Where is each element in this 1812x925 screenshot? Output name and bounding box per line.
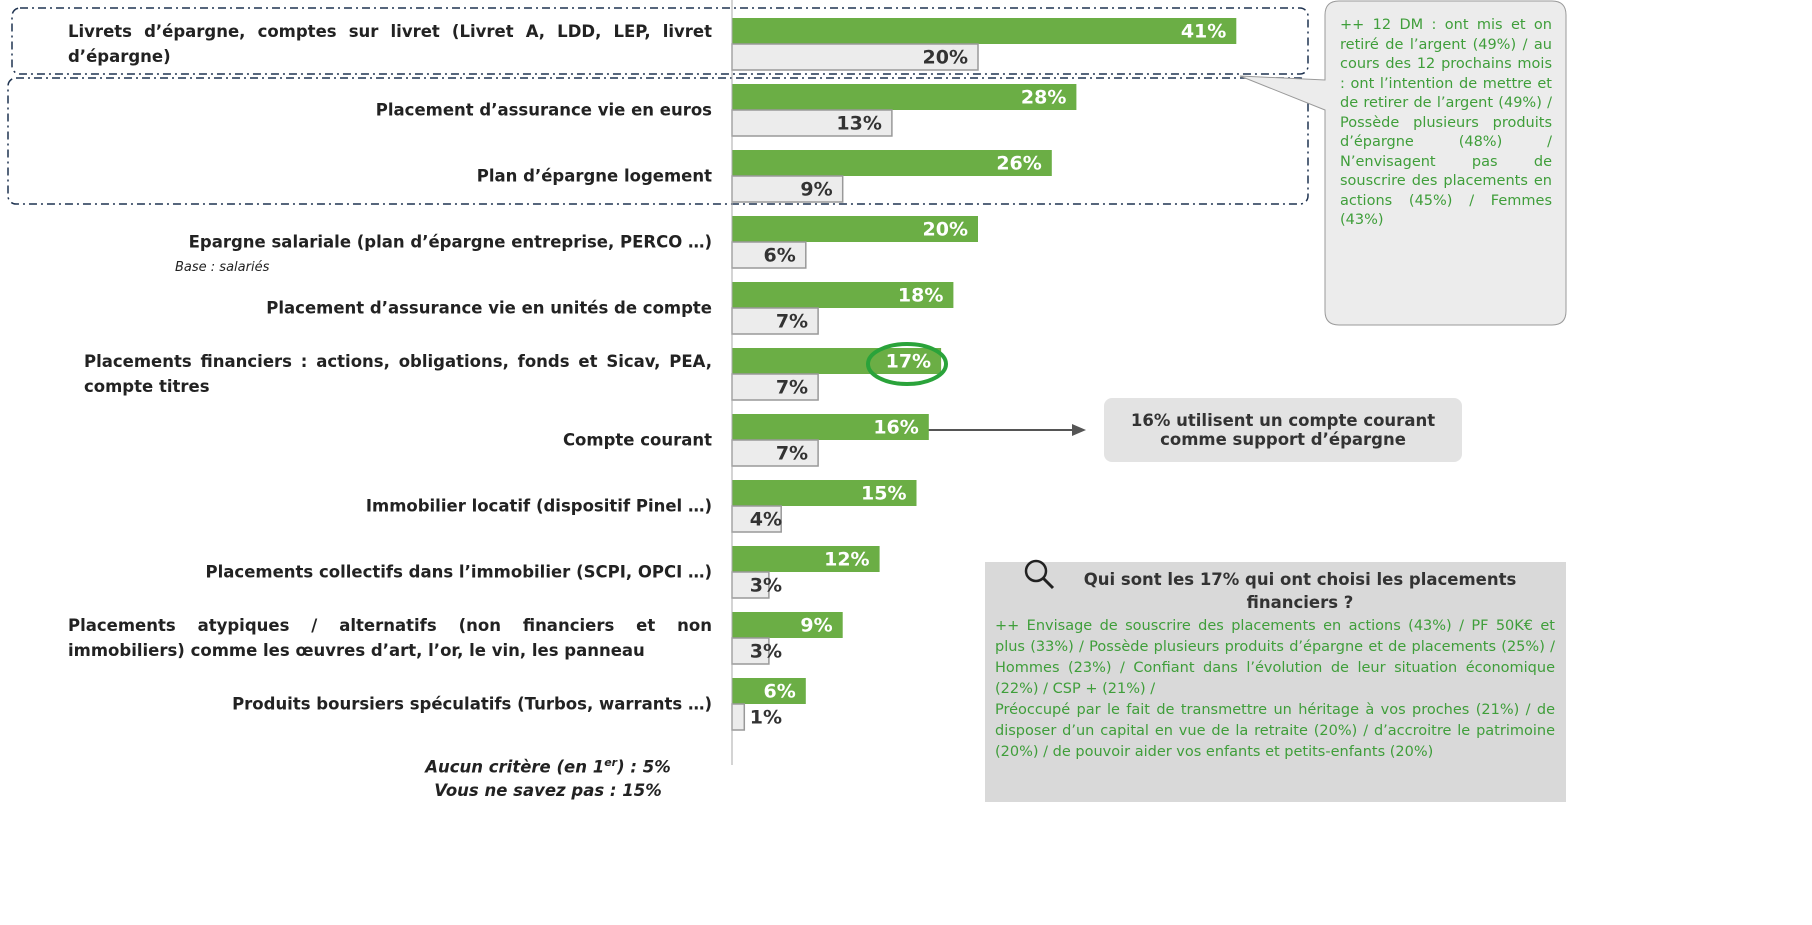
highlight-frame: [11, 7, 1309, 75]
footnote-text: Vous ne savez pas : 15%: [434, 781, 662, 800]
profile-text: ++ Envisage de souscrire des placements …: [995, 618, 1555, 697]
note-box: [1104, 398, 1462, 462]
value-label: 7%: [776, 443, 808, 465]
value-label: 18%: [898, 285, 943, 307]
value-label: 20%: [923, 219, 968, 241]
category-label: Placements collectifs dans l’immobilier …: [205, 562, 712, 582]
category-label: Placement d’assurance vie en euros: [375, 100, 712, 120]
category-label: Livrets d’épargne, comptes sur livret (L…: [68, 22, 712, 66]
value-label: 13%: [836, 113, 881, 135]
note-text: 16% utilisent un compte courant comme su…: [1130, 411, 1436, 449]
callout-text: ++ 12 DM : ont mis et on retiré de l’arg…: [1340, 17, 1552, 228]
bar-primary: [732, 612, 843, 638]
footnote-sup: er: [604, 756, 618, 769]
bar-secondary: [731, 175, 844, 203]
bar-primary: [732, 150, 1052, 176]
bar-primary: [732, 84, 1077, 110]
footnote: Vous ne savez pas : 15%: [348, 781, 748, 800]
category-label: Compte courant: [562, 430, 712, 450]
bar-primary: [732, 678, 806, 704]
bar-secondary: [731, 373, 819, 401]
value-label: 41%: [1181, 21, 1226, 43]
search-icon: [1024, 559, 1048, 583]
bar-secondary: [731, 703, 746, 731]
value-label: 26%: [996, 153, 1041, 175]
profile: Qui sont les 17% qui ont choisi les plac…: [995, 568, 1555, 763]
value-label: 20%: [923, 47, 968, 69]
bar-secondary: [731, 109, 893, 137]
highlight-frame: [7, 77, 1309, 205]
category-label: Epargne salariale (plan d’épargne entrep…: [188, 232, 712, 252]
bar-primary: [732, 414, 929, 440]
callout-bubble: [1239, 0, 1567, 326]
profile-box: [985, 562, 1566, 802]
footnote: Aucun critère (en 1er) : 5%: [348, 756, 748, 777]
footnote-text: ) : 5%: [617, 757, 671, 777]
value-label: 6%: [764, 245, 796, 267]
category-label: Produits boursiers spéculatifs (Turbos, …: [232, 694, 712, 714]
value-label: 1%: [750, 707, 782, 729]
value-label: 3%: [750, 641, 782, 663]
value-label: 3%: [750, 575, 782, 597]
value-label: 28%: [1021, 87, 1066, 109]
base-note: Base : salariés: [175, 260, 270, 275]
category-label: Immobilier locatif (dispositif Pinel …): [365, 496, 712, 516]
search-icon: [1041, 576, 1055, 590]
bar-secondary: [731, 637, 770, 665]
value-label: 17%: [886, 351, 931, 373]
bar-primary: [732, 282, 954, 308]
arrow-head: [1072, 424, 1086, 436]
category-label: Plan d’épargne logement: [476, 166, 712, 186]
bar-primary: [732, 546, 880, 572]
value-label: 4%: [750, 509, 782, 531]
profile-text: Préoccupé par le fait de transmettre un …: [995, 702, 1555, 760]
highlight-circle: [866, 342, 948, 386]
category-label: Placement d’assurance vie en unités de c…: [266, 298, 712, 318]
bar-primary: [732, 18, 1237, 44]
value-label: 9%: [800, 615, 832, 637]
value-label: 12%: [824, 549, 869, 571]
bar-primary: [732, 480, 917, 506]
footnote-text: Aucun critère (en 1: [425, 757, 605, 777]
bar-primary: [732, 216, 978, 242]
bar-secondary: [731, 307, 819, 335]
value-label: 9%: [800, 179, 832, 201]
value-label: 15%: [861, 483, 906, 505]
profile-title: Qui sont les 17% qui ont choisi les plac…: [1083, 570, 1517, 612]
value-label: 7%: [776, 311, 808, 333]
bar-secondary: [731, 571, 770, 599]
category-label: Placements financiers : actions, obligat…: [84, 352, 712, 396]
category-label: Placements atypiques / alternatifs (non …: [68, 616, 712, 660]
value-label: 6%: [764, 681, 796, 703]
value-label: 16%: [873, 417, 918, 439]
value-label: 7%: [776, 377, 808, 399]
bar-primary: [732, 348, 942, 374]
